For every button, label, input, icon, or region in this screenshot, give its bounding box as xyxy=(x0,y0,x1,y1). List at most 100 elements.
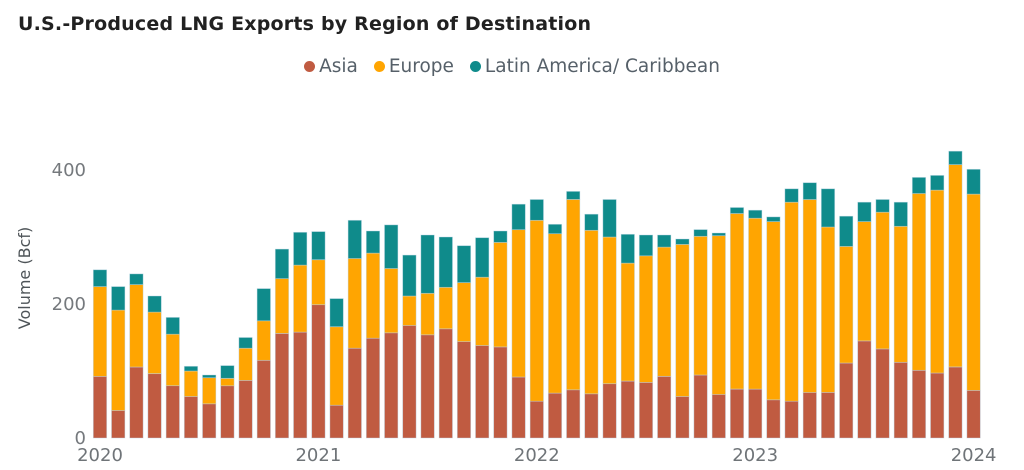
bar-segment-europe[interactable]: Nov 2022 — Europe: 237 Bcf xyxy=(711,235,726,395)
bar-segment-asia[interactable]: Dec 2022 — Asia: 73 Bcf xyxy=(729,388,745,439)
bar-segment-asia[interactable]: Dec 2023 — Asia: 106 Bcf xyxy=(948,366,963,439)
bar-segment-europe[interactable]: May 2021 — Europe: 96 Bcf xyxy=(384,268,399,334)
bar-segment-asia[interactable]: Mar 2023 — Asia: 55 Bcf xyxy=(784,400,799,439)
bar-segment-europe[interactable]: Feb 2022 — Europe: 238 Bcf xyxy=(547,233,563,394)
bar-segment-europe[interactable]: Sep 2023 — Europe: 203 Bcf xyxy=(893,225,908,363)
bar-segment-latin-america[interactable]: Feb 2021 — Latin America/ Caribbean: 42 … xyxy=(329,298,344,328)
bar-segment-latin-america[interactable]: Mar 2023 — Latin America/ Caribbean: 20 … xyxy=(784,188,799,203)
bar-segment-europe[interactable]: Sep 2022 — Europe: 227 Bcf xyxy=(675,244,690,397)
bar-segment-latin-america[interactable]: Sep 2020 — Latin America/ Caribbean: 16 … xyxy=(238,337,253,349)
bar-segment-europe[interactable]: Jan 2023 — Europe: 255 Bcf xyxy=(748,217,763,390)
legend-item-europe[interactable]: Europe xyxy=(373,56,454,77)
bar-segment-asia[interactable]: May 2021 — Asia: 157 Bcf xyxy=(384,332,399,439)
bar-segment-asia[interactable]: Aug 2021 — Asia: 163 Bcf xyxy=(438,328,453,439)
bar-segment-asia[interactable]: Jul 2022 — Asia: 83 Bcf xyxy=(638,382,654,439)
bar-segment-asia[interactable]: Feb 2020 — Asia: 41 Bcf xyxy=(111,410,126,439)
bar-segment-europe[interactable]: Dec 2022 — Europe: 262 Bcf xyxy=(729,213,745,390)
bar-segment-europe[interactable]: Jan 2024 — Europe: 293 Bcf xyxy=(966,193,981,391)
bar-segment-asia[interactable]: Aug 2020 — Asia: 78 Bcf xyxy=(220,385,235,439)
bar-segment-asia[interactable]: May 2022 — Asia: 81 Bcf xyxy=(602,383,617,439)
bar-segment-latin-america[interactable]: Sep 2023 — Latin America/ Caribbean: 36 … xyxy=(893,201,908,227)
bar-segment-latin-america[interactable]: Apr 2022 — Latin America/ Caribbean: 24 … xyxy=(584,213,599,231)
bar-segment-europe[interactable]: Mar 2022 — Europe: 284 Bcf xyxy=(566,199,581,391)
bar-segment-latin-america[interactable]: Dec 2023 — Latin America/ Caribbean: 20 … xyxy=(948,150,963,165)
bar-segment-asia[interactable]: Nov 2020 — Asia: 156 Bcf xyxy=(274,333,290,439)
bar-segment-europe[interactable]: Jul 2022 — Europe: 189 Bcf xyxy=(638,255,654,383)
bar-segment-europe[interactable]: Jul 2020 — Europe: 39 Bcf xyxy=(202,377,217,405)
bar-segment-latin-america[interactable]: Mar 2020 — Latin America/ Caribbean: 16 … xyxy=(129,273,144,285)
bar-segment-asia[interactable]: Jun 2022 — Asia: 85 Bcf xyxy=(620,380,635,439)
bar-segment-latin-america[interactable]: Feb 2022 — Latin America/ Caribbean: 14 … xyxy=(547,223,563,235)
bar-segment-europe[interactable]: Mar 2023 — Europe: 297 Bcf xyxy=(784,201,799,402)
bar-segment-latin-america[interactable]: Oct 2023 — Latin America/ Caribbean: 24 … xyxy=(911,177,927,194)
bar-segment-latin-america[interactable]: Jun 2020 — Latin America/ Caribbean: 7 B… xyxy=(183,365,199,372)
bar-segment-europe[interactable]: Aug 2023 — Europe: 204 Bcf xyxy=(875,211,890,350)
bar-segment-latin-america[interactable]: May 2023 — Latin America/ Caribbean: 57 … xyxy=(820,188,836,228)
bar-segment-asia[interactable]: Sep 2020 — Asia: 86 Bcf xyxy=(238,380,253,439)
bar-segment-europe[interactable]: Dec 2021 — Europe: 220 Bcf xyxy=(511,229,526,378)
bar-segment-asia[interactable]: Feb 2021 — Asia: 49 Bcf xyxy=(329,404,344,439)
bar-segment-europe[interactable]: Feb 2020 — Europe: 150 Bcf xyxy=(111,309,126,411)
bar-segment-europe[interactable]: May 2020 — Europe: 77 Bcf xyxy=(165,333,180,387)
bar-segment-asia[interactable]: Nov 2023 — Asia: 97 Bcf xyxy=(930,372,945,439)
bar-segment-asia[interactable]: Oct 2021 — Asia: 138 Bcf xyxy=(475,345,490,439)
bar-segment-europe[interactable]: Apr 2023 — Europe: 288 Bcf xyxy=(802,199,817,393)
bar-segment-latin-america[interactable]: Aug 2022 — Latin America/ Caribbean: 18 … xyxy=(657,234,672,248)
bar-segment-asia[interactable]: Feb 2023 — Asia: 57 Bcf xyxy=(766,399,781,439)
bar-segment-asia[interactable]: Mar 2022 — Asia: 72 Bcf xyxy=(566,389,581,439)
bar-segment-europe[interactable]: Oct 2023 — Europe: 264 Bcf xyxy=(911,193,927,371)
bar-segment-latin-america[interactable]: Aug 2021 — Latin America/ Caribbean: 75 … xyxy=(438,236,453,288)
bar-segment-europe[interactable]: Aug 2020 — Europe: 11 Bcf xyxy=(220,378,235,387)
bar-segment-asia[interactable]: Jan 2020 — Asia: 92 Bcf xyxy=(92,376,108,439)
bar-segment-europe[interactable]: Jan 2020 — Europe: 134 Bcf xyxy=(92,286,108,377)
bar-segment-latin-america[interactable]: Jan 2020 — Latin America/ Caribbean: 25 … xyxy=(92,269,108,287)
bar-segment-latin-america[interactable]: Nov 2023 — Latin America/ Caribbean: 22 … xyxy=(930,175,945,191)
legend-item-asia[interactable]: Asia xyxy=(304,56,358,77)
bar-segment-europe[interactable]: Apr 2020 — Europe: 92 Bcf xyxy=(147,311,162,374)
bar-segment-latin-america[interactable]: May 2021 — Latin America/ Caribbean: 65 … xyxy=(384,224,399,269)
bar-segment-asia[interactable]: Dec 2021 — Asia: 91 Bcf xyxy=(511,376,526,439)
bar-segment-europe[interactable]: Jun 2020 — Europe: 38 Bcf xyxy=(183,370,199,397)
bar-segment-latin-america[interactable]: Jul 2023 — Latin America/ Caribbean: 29 … xyxy=(857,201,872,222)
bar-segment-asia[interactable]: Jan 2021 — Asia: 199 Bcf xyxy=(311,304,326,439)
bar-segment-europe[interactable]: Jul 2023 — Europe: 178 Bcf xyxy=(857,221,872,342)
bar-segment-latin-america[interactable]: Apr 2020 — Latin America/ Caribbean: 24 … xyxy=(147,295,162,313)
bar-segment-asia[interactable]: Jan 2023 — Asia: 73 Bcf xyxy=(748,388,763,439)
bar-segment-europe[interactable]: Mar 2021 — Europe: 134 Bcf xyxy=(347,258,362,349)
bar-segment-latin-america[interactable]: Dec 2020 — Latin America/ Caribbean: 49 … xyxy=(293,231,308,266)
bar-segment-asia[interactable]: Aug 2022 — Asia: 92 Bcf xyxy=(657,376,672,439)
bar-segment-europe[interactable]: Apr 2021 — Europe: 127 Bcf xyxy=(365,252,381,339)
bar-segment-latin-america[interactable]: Mar 2021 — Latin America/ Caribbean: 57 … xyxy=(347,219,362,259)
bar-segment-europe[interactable]: Jun 2021 — Europe: 44 Bcf xyxy=(402,295,417,326)
bar-segment-asia[interactable]: Aug 2023 — Asia: 133 Bcf xyxy=(875,348,890,439)
bar-segment-latin-america[interactable]: Nov 2021 — Latin America/ Caribbean: 17 … xyxy=(493,230,508,243)
bar-segment-latin-america[interactable]: Nov 2020 — Latin America/ Caribbean: 44 … xyxy=(274,248,290,279)
bar-segment-latin-america[interactable]: Feb 2020 — Latin America/ Caribbean: 35 … xyxy=(111,286,126,311)
bar-segment-latin-america[interactable]: Jan 2024 — Latin America/ Caribbean: 37 … xyxy=(966,168,981,195)
bar-segment-europe[interactable]: Feb 2023 — Europe: 266 Bcf xyxy=(766,221,781,401)
bar-segment-latin-america[interactable]: Jun 2021 — Latin America/ Caribbean: 61 … xyxy=(402,254,417,297)
bar-segment-asia[interactable]: Jan 2022 — Asia: 55 Bcf xyxy=(529,400,544,439)
bar-segment-latin-america[interactable]: Apr 2023 — Latin America/ Caribbean: 25 … xyxy=(802,182,817,200)
bar-segment-asia[interactable]: Oct 2022 — Asia: 94 Bcf xyxy=(693,374,708,439)
bar-segment-asia[interactable]: Jun 2021 — Asia: 168 Bcf xyxy=(402,325,417,439)
bar-segment-asia[interactable]: Sep 2022 — Asia: 62 Bcf xyxy=(675,396,690,439)
bar-segment-europe[interactable]: Jan 2021 — Europe: 67 Bcf xyxy=(311,259,326,306)
bar-segment-latin-america[interactable]: Jul 2021 — Latin America/ Caribbean: 87 … xyxy=(420,234,435,294)
bar-segment-europe[interactable]: Dec 2023 — Europe: 302 Bcf xyxy=(948,164,963,368)
bar-segment-europe[interactable]: Feb 2021 — Europe: 117 Bcf xyxy=(329,326,344,406)
legend-item-latin-america[interactable]: Latin America/ Caribbean xyxy=(469,56,720,77)
bar-segment-latin-america[interactable]: Sep 2022 — Latin America/ Caribbean: 8 B… xyxy=(675,238,690,245)
bar-segment-latin-america[interactable]: Aug 2023 — Latin America/ Caribbean: 19 … xyxy=(875,199,890,213)
bar-segment-asia[interactable]: Feb 2022 — Asia: 67 Bcf xyxy=(547,392,563,439)
bar-segment-asia[interactable]: Nov 2022 — Asia: 65 Bcf xyxy=(711,394,726,439)
bar-segment-europe[interactable]: May 2023 — Europe: 247 Bcf xyxy=(820,226,836,393)
bar-segment-latin-america[interactable]: Dec 2022 — Latin America/ Caribbean: 9 B… xyxy=(729,207,745,214)
bar-segment-asia[interactable]: Mar 2020 — Asia: 106 Bcf xyxy=(129,366,144,439)
bar-segment-asia[interactable]: Apr 2023 — Asia: 68 Bcf xyxy=(802,392,817,439)
bar-segment-europe[interactable]: Nov 2021 — Europe: 156 Bcf xyxy=(493,242,508,348)
bar-segment-asia[interactable]: Dec 2020 — Asia: 158 Bcf xyxy=(293,331,308,439)
bar-segment-latin-america[interactable]: Jan 2023 — Latin America/ Caribbean: 12 … xyxy=(748,209,763,219)
bar-segment-asia[interactable]: Nov 2021 — Asia: 136 Bcf xyxy=(493,346,508,439)
bar-segment-europe[interactable]: Apr 2022 — Europe: 244 Bcf xyxy=(584,229,599,395)
